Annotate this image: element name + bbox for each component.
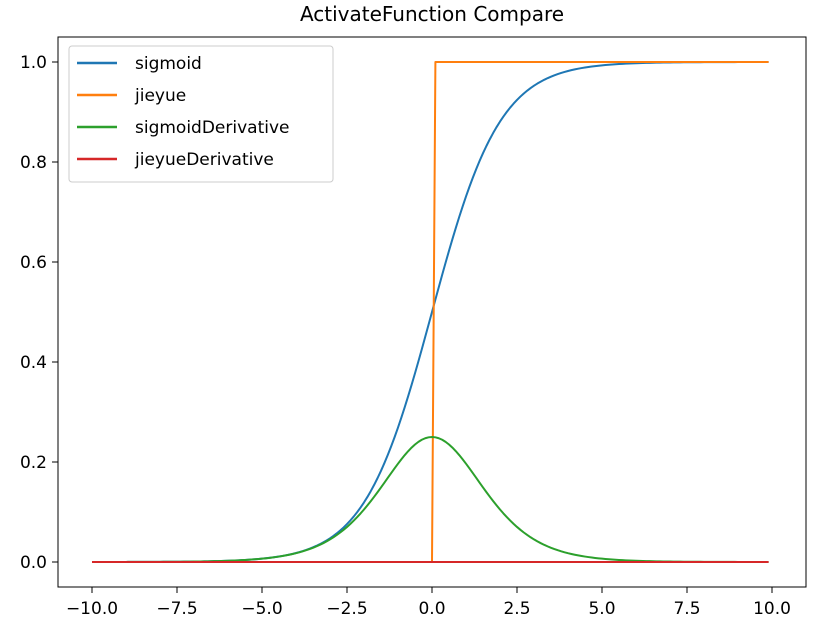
x-axis: −10.0 −7.5 −5.0 −2.5 0.0 2.5 5.0 7.5 10.0 <box>66 587 791 619</box>
legend: sigmoid jieyue sigmoidDerivative jieyueDeri… <box>68 45 334 183</box>
y-tick-label: 0.0 <box>20 553 47 573</box>
x-tick-label: −10.0 <box>66 599 118 619</box>
y-tick-label: 0.2 <box>20 453 47 473</box>
x-tick-label: −2.5 <box>326 599 367 619</box>
x-tick-label: 10.0 <box>753 599 791 619</box>
x-tick-label: 5.0 <box>588 599 615 619</box>
legend-label-sigmoidDerivative: sigmoidDerivative <box>135 118 290 138</box>
legend-label-jieyue: jieyue <box>134 86 186 106</box>
x-tick-label: −7.5 <box>156 599 197 619</box>
series-layer <box>91 61 769 563</box>
y-tick-label: 0.6 <box>20 253 47 273</box>
legend-box <box>68 45 334 183</box>
chart-title: ActivateFunction Compare <box>300 2 564 26</box>
y-tick-label: 1.0 <box>20 53 47 73</box>
legend-label-sigmoid: sigmoid <box>135 54 202 74</box>
x-tick-label: 7.5 <box>673 599 700 619</box>
y-axis: 0.0 0.2 0.4 0.6 0.8 1.0 <box>20 53 58 573</box>
x-tick-label: 2.5 <box>503 599 530 619</box>
legend-label-jieyueDerivative: jieyueDerivative <box>134 150 274 170</box>
x-tick-label: −5.0 <box>241 599 282 619</box>
y-tick-label: 0.8 <box>20 153 47 173</box>
x-tick-label: 0.0 <box>418 599 445 619</box>
y-tick-label: 0.4 <box>20 353 47 373</box>
